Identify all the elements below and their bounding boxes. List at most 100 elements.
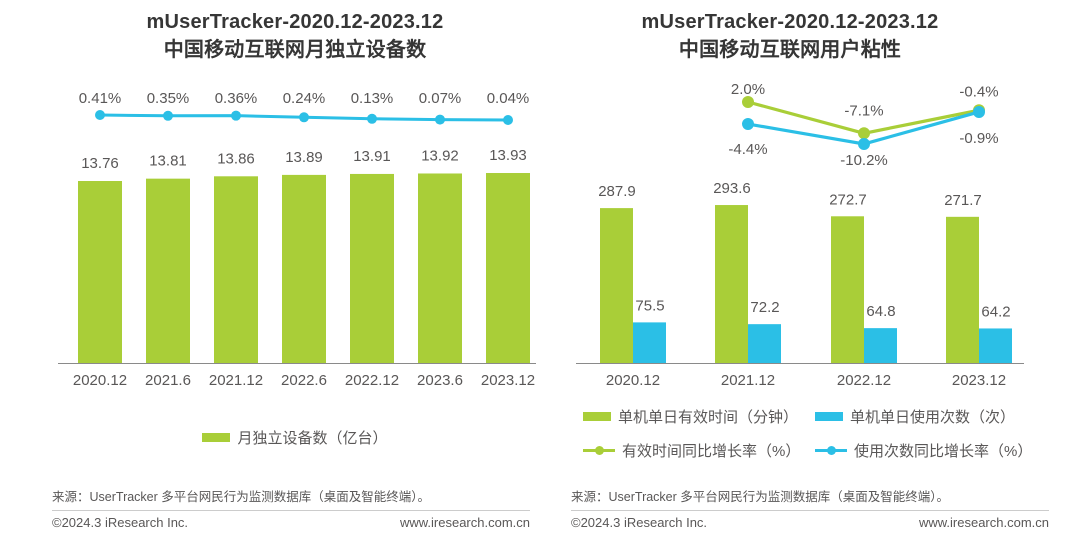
right-legend: 单机单日有效时间（分钟） 单机单日使用次数（次） 有效时间同比增长率（%） 使用次数同… — [583, 406, 1055, 461]
footer-divider — [52, 510, 530, 511]
growth-label: -0.4% — [959, 83, 998, 100]
source-note: 来源：UserTracker 多平台网民行为监测数据库（桌面及智能终端）。 — [571, 490, 950, 504]
x-tick-label: 2023.12 — [481, 372, 535, 389]
bar-value-label: 13.89 — [285, 149, 323, 166]
legend-item: 单机单日使用次数（次） — [815, 406, 1055, 427]
growth-label: 0.35% — [147, 90, 190, 107]
bar — [78, 181, 122, 363]
x-tick-label: 2021.12 — [721, 372, 775, 389]
legend-label: 使用次数同比增长率（%） — [854, 443, 1033, 460]
x-tick-label: 2021.6 — [145, 372, 191, 389]
growth-label: -0.9% — [959, 130, 998, 147]
website-text: www.iresearch.com.cn — [399, 515, 530, 530]
right-plot-svg: 287.9 75.5 2020.12 293.6 72.2 2021.12 272.7 64.… — [576, 81, 1024, 389]
copyright-text: ©2024.3 iResearch Inc. — [52, 515, 189, 530]
bar-value-label: 64.8 — [866, 303, 895, 320]
x-tick-label: 2023.6 — [417, 372, 463, 389]
data-point — [95, 110, 105, 120]
source-note: 来源：UserTracker 多平台网民行为监测数据库（桌面及智能终端）。 — [52, 490, 431, 504]
bar — [350, 173, 394, 363]
bar — [864, 328, 897, 363]
legend-label: 有效时间同比增长率（%） — [622, 443, 801, 460]
data-point — [435, 114, 445, 125]
data-point — [858, 137, 870, 150]
bar — [282, 174, 326, 363]
bar — [748, 324, 781, 363]
line-swatch-icon — [815, 445, 847, 456]
data-point — [742, 96, 754, 108]
bar-value-label: 13.91 — [353, 148, 391, 165]
x-tick-label: 2022.12 — [837, 372, 891, 389]
bar-value-label: 13.92 — [421, 147, 459, 164]
growth-label: 0.13% — [351, 90, 394, 107]
bar-value-label: 272.7 — [829, 191, 867, 208]
growth-label: 0.04% — [487, 90, 530, 107]
data-point — [299, 112, 309, 123]
data-point — [503, 114, 513, 125]
x-tick-label: 2022.6 — [281, 372, 327, 389]
x-tick-label: 2022.12 — [345, 372, 399, 389]
data-point — [231, 110, 241, 121]
growth-label: -10.2% — [840, 152, 888, 169]
bar — [418, 173, 462, 363]
left-chart-title-line1: mUserTracker-2020.12-2023.12 — [146, 11, 444, 33]
bar-value-label: 72.2 — [750, 299, 779, 316]
legend-label: 单机单日有效时间（分钟） — [618, 409, 799, 426]
data-point — [858, 127, 870, 140]
left-chart-title: mUserTracker-2020.12-2023.12 中国移动互联网月独立设… — [55, 8, 535, 64]
x-tick-label: 2021.12 — [209, 372, 263, 389]
bar-swatch-icon — [815, 412, 843, 421]
right-chart-title: mUserTracker-2020.12-2023.12 中国移动互联网用户粘性 — [550, 8, 1030, 64]
footer-row: ©2024.3 iResearch Inc. www.iresearch.com… — [571, 515, 1049, 530]
bar-value-label: 64.2 — [981, 303, 1010, 320]
growth-label: 0.41% — [79, 90, 122, 107]
bar — [146, 178, 190, 363]
growth-label: 0.07% — [419, 90, 462, 107]
legend-label: 单机单日使用次数（次） — [850, 409, 1016, 426]
bar — [600, 208, 633, 363]
footer-row: ©2024.3 iResearch Inc. www.iresearch.com… — [52, 515, 530, 530]
right-chart-title-line2: 中国移动互联网用户粘性 — [678, 39, 902, 61]
x-tick-label: 2020.12 — [73, 372, 127, 389]
legend-item: 使用次数同比增长率（%） — [815, 440, 1055, 461]
bar-value-label: 287.9 — [598, 183, 636, 200]
growth-label: 0.36% — [215, 90, 258, 107]
left-chart-panel: mUserTracker-2020.12-2023.12 中国移动互联网月独立设… — [52, 8, 536, 530]
bar-value-label: 75.5 — [635, 297, 664, 314]
bar — [633, 322, 666, 363]
data-point — [973, 105, 985, 118]
bar-value-label: 13.86 — [217, 150, 255, 167]
bar-swatch-icon — [202, 433, 231, 442]
website-text: www.iresearch.com.cn — [918, 515, 1049, 530]
bar — [214, 176, 258, 363]
data-point — [367, 113, 377, 124]
line-swatch-icon — [583, 445, 615, 456]
x-tick-label: 2023.12 — [952, 372, 1006, 389]
growth-label: 2.0% — [731, 81, 765, 98]
data-point — [742, 118, 754, 131]
legend-item: 单机单日有效时间（分钟） — [583, 406, 815, 427]
copyright-text: ©2024.3 iResearch Inc. — [571, 515, 708, 530]
x-tick-label: 2020.12 — [606, 372, 660, 389]
data-point — [163, 110, 173, 121]
legend-label: 月独立设备数（亿台） — [237, 430, 388, 447]
growth-label: 0.24% — [283, 90, 326, 107]
left-plot-svg: 13.76 2020.12 13.81 2021.6 13.86 2021.12 13.89… — [58, 90, 536, 389]
bar — [715, 205, 748, 363]
bar-value-label: 293.6 — [713, 180, 751, 197]
bar-value-label: 13.76 — [81, 155, 119, 172]
legend-item: 有效时间同比增长率（%） — [583, 440, 815, 461]
growth-label: -4.4% — [728, 141, 767, 158]
bar-value-label: 13.81 — [149, 153, 187, 170]
line-swatch-dot — [594, 446, 604, 455]
bar-swatch-icon — [583, 412, 611, 421]
bar — [979, 328, 1012, 363]
legend-item: 月独立设备数（亿台） — [202, 427, 388, 448]
right-chart-title-line1: mUserTracker-2020.12-2023.12 — [641, 11, 939, 33]
footer-divider — [571, 510, 1049, 511]
bar — [831, 216, 864, 363]
line-swatch-dot — [826, 446, 836, 455]
growth-label: -7.1% — [844, 102, 883, 119]
right-chart-panel: mUserTracker-2020.12-2023.12 中国移动互联网用户粘性… — [540, 0, 1080, 535]
